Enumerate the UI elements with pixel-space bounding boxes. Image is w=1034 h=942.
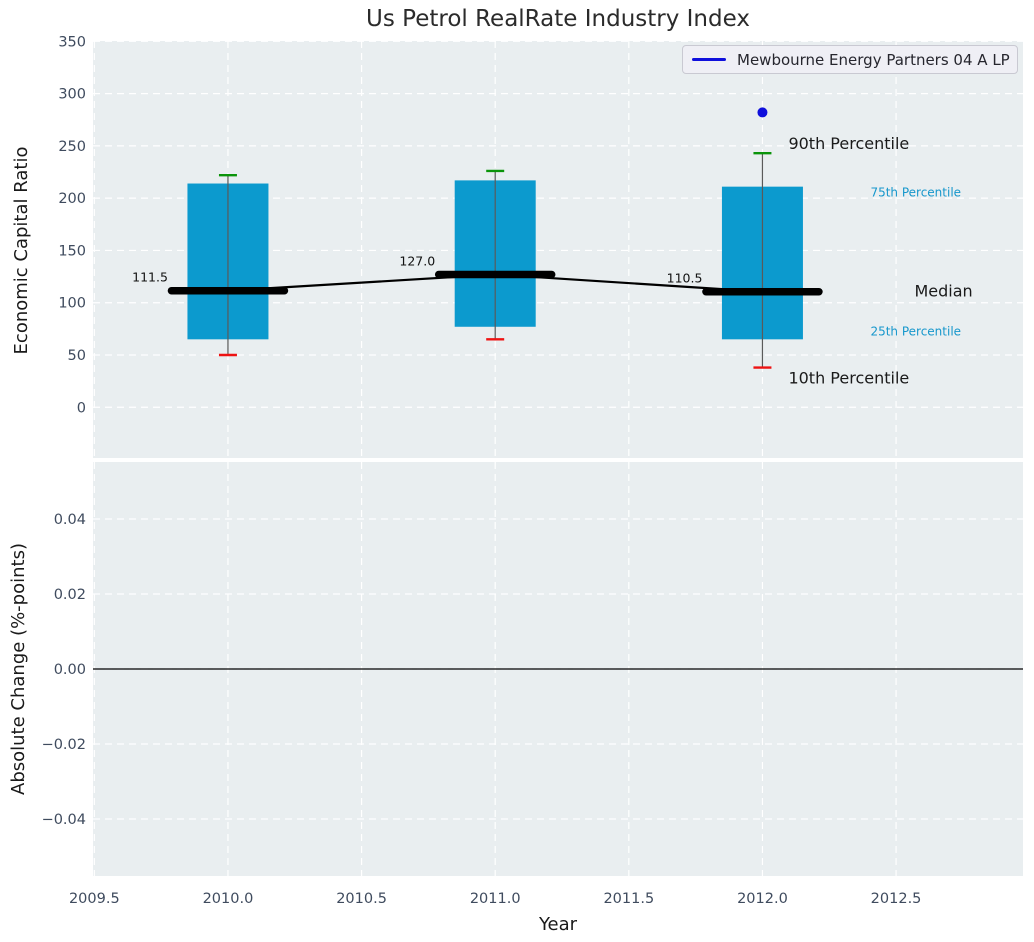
y-tick-label-top: 350 — [58, 34, 86, 50]
y-tick-label-bottom: −0.04 — [42, 812, 86, 828]
y-tick-label-bottom: 0.00 — [54, 662, 86, 678]
x-tick-label: 2011.0 — [470, 891, 521, 907]
x-tick-label: 2010.5 — [336, 891, 387, 907]
y-tick-label-top: 250 — [58, 139, 86, 155]
x-tick-label: 2010.0 — [203, 891, 254, 907]
y-tick-label-top: 0 — [77, 400, 86, 416]
annotation-median: Median — [914, 282, 972, 301]
median-value-label: 110.5 — [667, 271, 703, 286]
x-tick-label: 2012.0 — [737, 891, 788, 907]
annotation-10th-percentile: 10th Percentile — [788, 369, 909, 388]
y-tick-label-bottom: 0.04 — [54, 512, 86, 528]
legend-line-swatch — [692, 58, 726, 61]
y-axis-label-bottom: Absolute Change (%-points) — [8, 543, 29, 795]
annotation-75th-percentile: 75th Percentile — [870, 186, 961, 200]
y-tick-label-top: 300 — [58, 87, 86, 103]
annotation-90th-percentile: 90th Percentile — [788, 134, 909, 153]
x-tick-label: 2009.5 — [69, 891, 120, 907]
x-axis-label: Year — [538, 914, 578, 935]
y-tick-label-bottom: −0.02 — [42, 737, 86, 753]
y-tick-label-top: 50 — [68, 348, 86, 364]
y-tick-label-bottom: 0.02 — [54, 587, 86, 603]
y-axis-label-top: Economic Capital Ratio — [11, 147, 32, 355]
x-tick-label: 2011.5 — [603, 891, 654, 907]
y-tick-label-top: 200 — [58, 191, 86, 207]
median-value-label: 127.0 — [399, 253, 435, 268]
y-tick-label-top: 100 — [58, 296, 86, 312]
legend-label: Mewbourne Energy Partners 04 A LP — [737, 50, 1010, 69]
chart-title: Us Petrol RealRate Industry Index — [366, 6, 750, 32]
legend[interactable]: Mewbourne Energy Partners 04 A LP — [682, 45, 1018, 74]
y-tick-label-top: 150 — [58, 243, 86, 259]
x-tick-label: 2012.5 — [871, 891, 922, 907]
company-point — [757, 107, 768, 118]
annotation-25th-percentile: 25th Percentile — [870, 324, 961, 338]
median-value-label: 111.5 — [132, 270, 168, 285]
